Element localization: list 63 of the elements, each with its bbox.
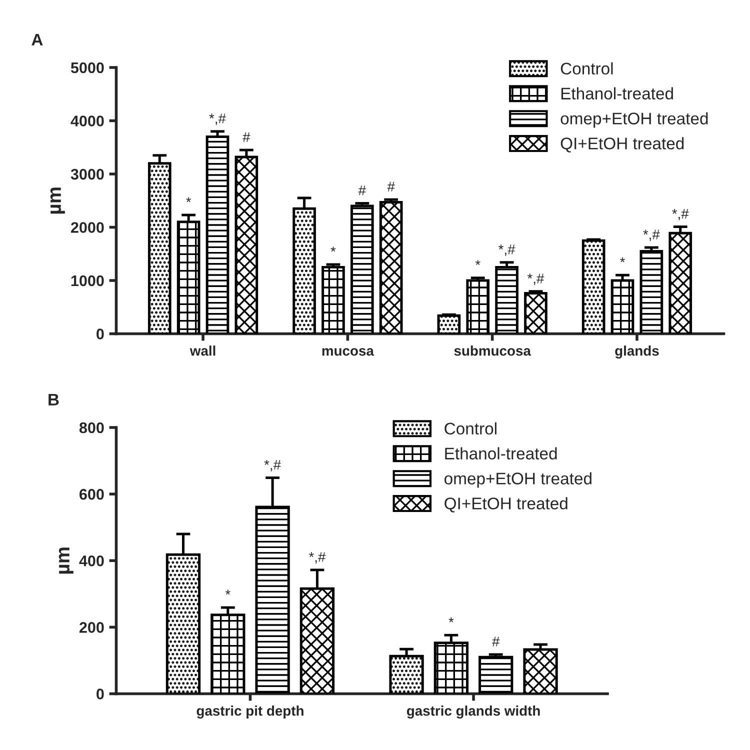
chart-title: B [48,394,59,406]
y-tick-label: 800 [79,422,104,434]
data-label: *,# [527,274,544,285]
data-label: * [448,617,454,622]
data-label: # [242,132,250,142]
data-label: *,# [498,244,516,256]
y-tick-label: 0 [96,688,104,700]
x-tick-label: mucosa [322,348,374,356]
data-label: * [225,590,230,595]
y-tick-label: 600 [80,488,104,500]
bar [495,266,518,334]
y-tick-label: 1000 [71,275,104,286]
y-tick-label: 400 [79,555,104,566]
bar [582,239,606,334]
bar [389,654,424,694]
bar [350,204,374,334]
bar [437,314,461,334]
x-tick-label: wall [190,346,216,356]
y-tick-label: 3000 [70,168,104,180]
y-axis-title: µm [58,548,74,574]
bar [640,250,664,334]
y-axis-title: µm [50,188,65,214]
y-tick-label: 200 [79,622,104,633]
x-tick-label: glands [615,346,659,359]
legend-label: QI+EtOH treated [444,497,568,512]
data-label: * [475,260,480,265]
y-tick-label: 2000 [70,222,104,233]
data-label: *,# [643,230,660,242]
bar [466,279,490,334]
x-tick-label: gastric pit depth [196,706,304,719]
chart-title: A [32,34,43,46]
bar [524,292,548,334]
data-label: *,# [209,114,226,125]
data-label: * [186,197,192,202]
data-label: # [358,186,366,196]
bar [322,266,345,334]
bar [523,648,558,694]
legend-label: omep+EtOH treated [560,112,708,128]
y-tick-label: 0 [96,328,104,340]
legend-label: QI+EtOH treated [560,137,684,152]
legend-label: Ethanol-treated [445,447,557,460]
data-label: *,# [264,460,281,472]
bar [478,656,514,694]
data-label: *,# [308,552,326,564]
bar [234,156,258,334]
data-label: * [620,257,625,262]
bar [206,135,230,334]
legend-label: omep+EtOH treated [444,472,592,488]
bar [379,200,403,334]
x-tick-label: submucosa [454,346,532,356]
y-tick-label: 5000 [70,62,104,74]
data-label: * [330,246,336,252]
bar [668,232,692,334]
bar [176,220,200,334]
data-label: *,# [672,208,689,220]
x-tick-label: gastric glands width [406,706,540,719]
legend-label: Control [560,62,613,75]
y-tick-label: 4000 [70,116,104,126]
data-label: # [387,182,395,192]
data-label: # [492,636,500,646]
legend-label: Control [444,422,496,435]
legend-label: Ethanol-treated [561,87,673,100]
bar [610,279,634,334]
